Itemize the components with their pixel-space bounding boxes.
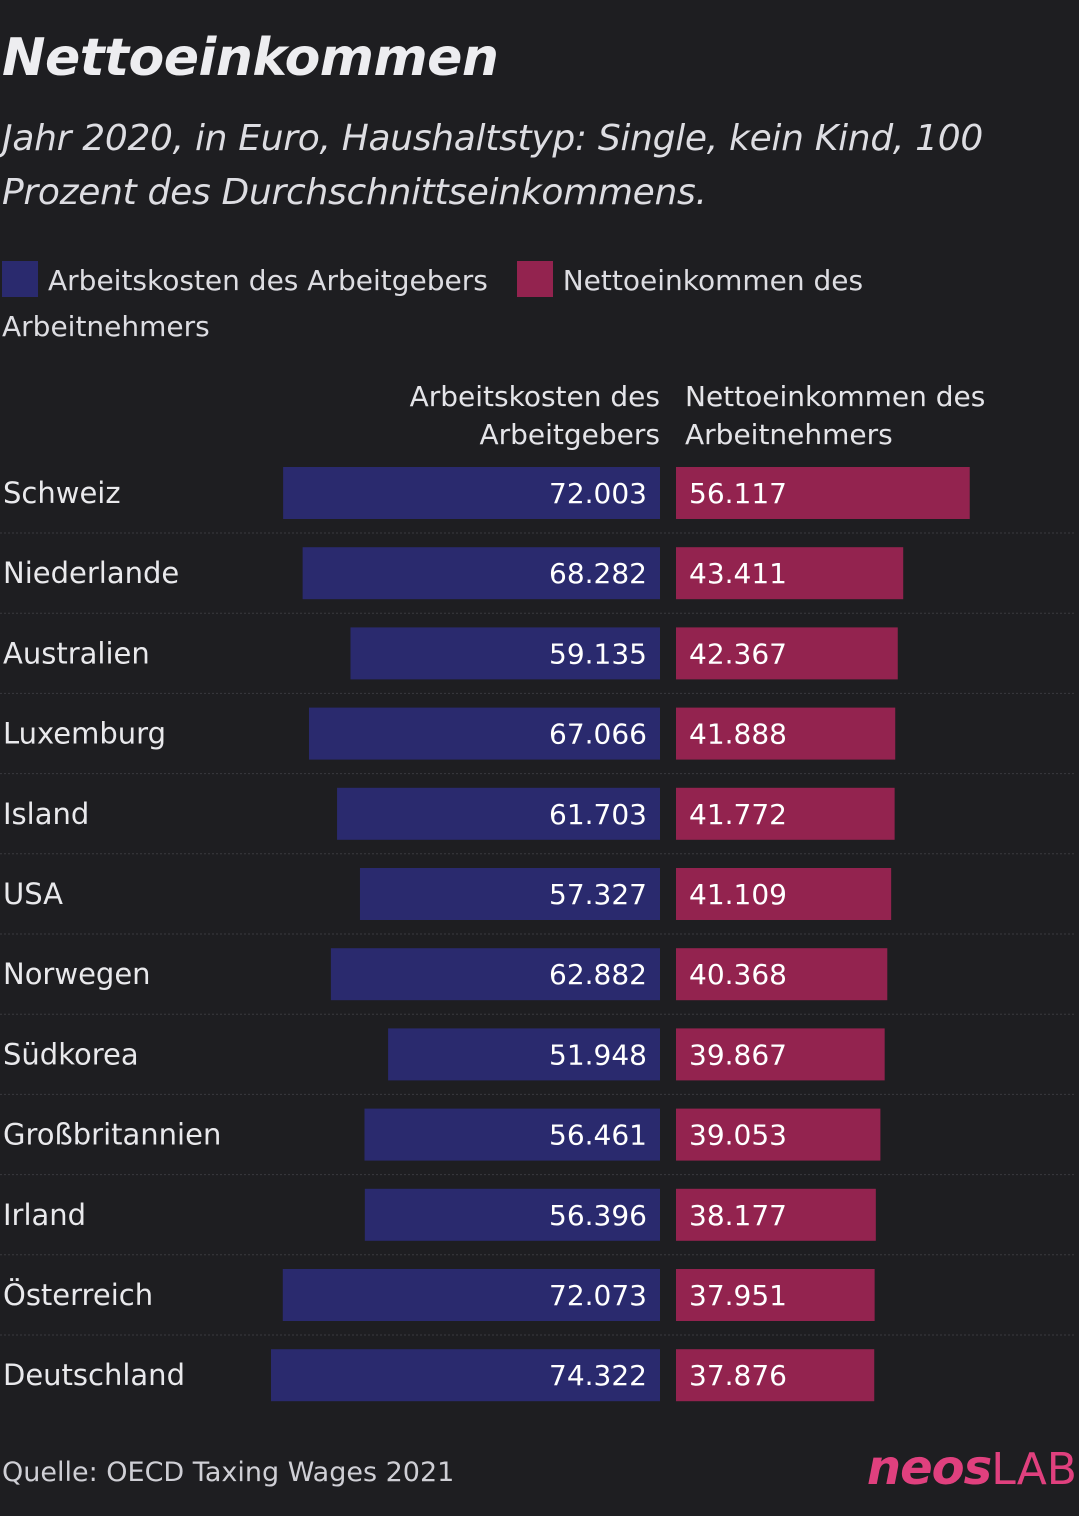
bar-labor-cost: [364, 1188, 660, 1241]
category-label: Australien: [3, 636, 150, 670]
data-label-labor-cost: 62.882: [549, 958, 647, 991]
chart-title: Nettoeinkommen: [2, 28, 499, 88]
data-label-labor-cost: 56.396: [549, 1199, 647, 1232]
data-label-labor-cost: 51.948: [549, 1038, 647, 1071]
data-label-net-income: 42.367: [689, 637, 787, 670]
column-header-labor-cost: Arbeitskosten des Arbeitgebers: [320, 378, 660, 454]
category-label: Norwegen: [3, 957, 151, 991]
bar-labor-cost: [388, 1028, 660, 1081]
data-label-labor-cost: 67.066: [549, 718, 647, 751]
bar-net-income: [676, 787, 895, 840]
source-note: Quelle: OECD Taxing Wages 2021: [2, 1457, 455, 1488]
neos-lab-logo: neosLAB: [867, 1440, 1077, 1496]
bar-labor-cost: [308, 707, 660, 760]
bar-labor-cost: [283, 467, 660, 519]
column-header-labor-cost-line1: Arbeitskosten des: [409, 380, 660, 413]
data-label-net-income: 40.368: [689, 958, 787, 991]
bar-labor-cost: [271, 1349, 660, 1402]
bar-net-income: [676, 1269, 875, 1321]
bar-net-income: [676, 948, 888, 1001]
data-label-labor-cost: 72.003: [549, 477, 647, 510]
bar-labor-cost: [350, 627, 660, 680]
category-label: Schweiz: [3, 476, 121, 510]
data-label-net-income: 41.888: [689, 718, 787, 751]
bar-labor-cost: [330, 948, 660, 1001]
logo-main: neos: [866, 1440, 992, 1496]
data-label-net-income: 38.177: [689, 1199, 787, 1232]
bar-net-income: [676, 707, 896, 760]
bar-labor-cost: [282, 1269, 660, 1321]
bar-net-income: [676, 1349, 875, 1402]
legend-item-net-income: Nettoeinkommen des Arbeitnehmers: [2, 261, 864, 343]
legend-swatch-net-income: [516, 261, 553, 297]
category-label: Niederlande: [3, 556, 179, 590]
data-label-net-income: 43.411: [689, 557, 787, 590]
bar-labor-cost: [337, 787, 660, 840]
bar-net-income: [676, 467, 970, 519]
column-header-labor-cost-line2: Arbeitgebers: [479, 418, 660, 451]
bar-net-income: [676, 627, 898, 680]
category-label: USA: [3, 877, 63, 911]
bar-labor-cost: [359, 868, 660, 920]
category-label: Luxemburg: [3, 717, 166, 751]
category-label: Südkorea: [3, 1037, 139, 1071]
data-label-net-income: 39.867: [689, 1038, 787, 1071]
legend-label-labor-cost: Arbeitskosten des Arbeitgebers: [48, 264, 488, 297]
data-label-net-income: 37.876: [689, 1359, 787, 1392]
data-label-net-income: 56.117: [689, 477, 787, 510]
data-label-labor-cost: 57.327: [549, 878, 647, 911]
bar-labor-cost: [364, 1108, 660, 1161]
data-label-net-income: 41.772: [689, 798, 787, 831]
bar-labor-cost: [302, 547, 660, 600]
category-label: Großbritannien: [3, 1118, 221, 1152]
category-label: Österreich: [3, 1278, 153, 1312]
data-label-labor-cost: 74.322: [549, 1359, 647, 1392]
category-label: Irland: [3, 1198, 86, 1232]
legend-swatch-labor-cost: [2, 261, 38, 297]
logo-sub: LAB: [991, 1444, 1077, 1495]
bar-net-income: [676, 1188, 876, 1241]
category-label: Island: [3, 797, 89, 831]
data-label-net-income: 39.053: [689, 1119, 787, 1152]
column-header-net-income: Nettoeinkommen des Arbeitnehmers: [685, 378, 1065, 454]
data-label-labor-cost: 56.461: [549, 1119, 647, 1152]
data-label-net-income: 37.951: [689, 1279, 787, 1312]
bar-net-income: [676, 1108, 881, 1161]
data-label-net-income: 41.109: [689, 878, 787, 911]
chart-subtitle: Jahr 2020, in Euro, Haushaltstyp: Single…: [2, 118, 983, 213]
column-header-net-income-line1: Nettoeinkommen des: [685, 380, 986, 413]
legend-label-net-income: Nettoeinkommen des Arbeitnehmers: [2, 264, 864, 343]
data-label-labor-cost: 72.073: [549, 1279, 647, 1312]
data-label-labor-cost: 59.135: [549, 637, 647, 670]
data-label-labor-cost: 68.282: [549, 557, 647, 590]
category-label: Deutschland: [3, 1358, 185, 1392]
legend-item-labor-cost: Arbeitskosten des Arbeitgebers: [2, 261, 497, 297]
legend: Arbeitskosten des Arbeitgebers Nettoeink…: [2, 258, 1062, 350]
bar-net-income: [676, 1028, 885, 1081]
column-header-net-income-line2: Arbeitnehmers: [685, 418, 893, 451]
bar-net-income: [676, 547, 904, 600]
data-label-labor-cost: 61.703: [549, 798, 647, 831]
bar-net-income: [676, 868, 892, 920]
